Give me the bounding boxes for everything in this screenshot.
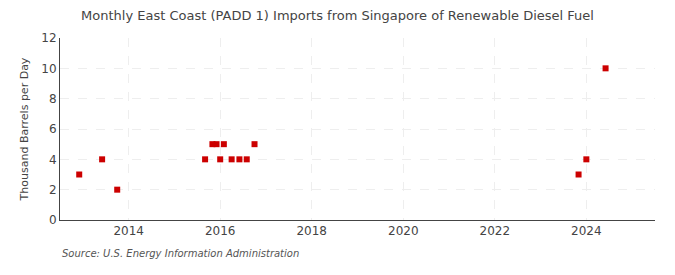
svg-text:2014: 2014 — [113, 224, 144, 238]
svg-text:2016: 2016 — [205, 224, 236, 238]
svg-text:10: 10 — [41, 62, 56, 76]
svg-text:6: 6 — [49, 122, 57, 136]
svg-text:2024: 2024 — [571, 224, 602, 238]
svg-text:2018: 2018 — [296, 224, 327, 238]
svg-text:2022: 2022 — [480, 224, 511, 238]
svg-text:Monthly East Coast (PADD 1) Im: Monthly East Coast (PADD 1) Imports from… — [81, 8, 594, 23]
svg-text:2020: 2020 — [388, 224, 419, 238]
svg-text:8: 8 — [49, 92, 57, 106]
svg-text:12: 12 — [41, 31, 56, 45]
svg-text:Source: U.S. Energy Informatio: Source: U.S. Energy Information Administ… — [62, 248, 299, 259]
svg-text:4: 4 — [49, 153, 57, 167]
svg-text:2: 2 — [49, 183, 57, 197]
svg-text:Thousand Barrels per Day: Thousand Barrels per Day — [18, 57, 31, 201]
svg-text:0: 0 — [49, 213, 57, 227]
